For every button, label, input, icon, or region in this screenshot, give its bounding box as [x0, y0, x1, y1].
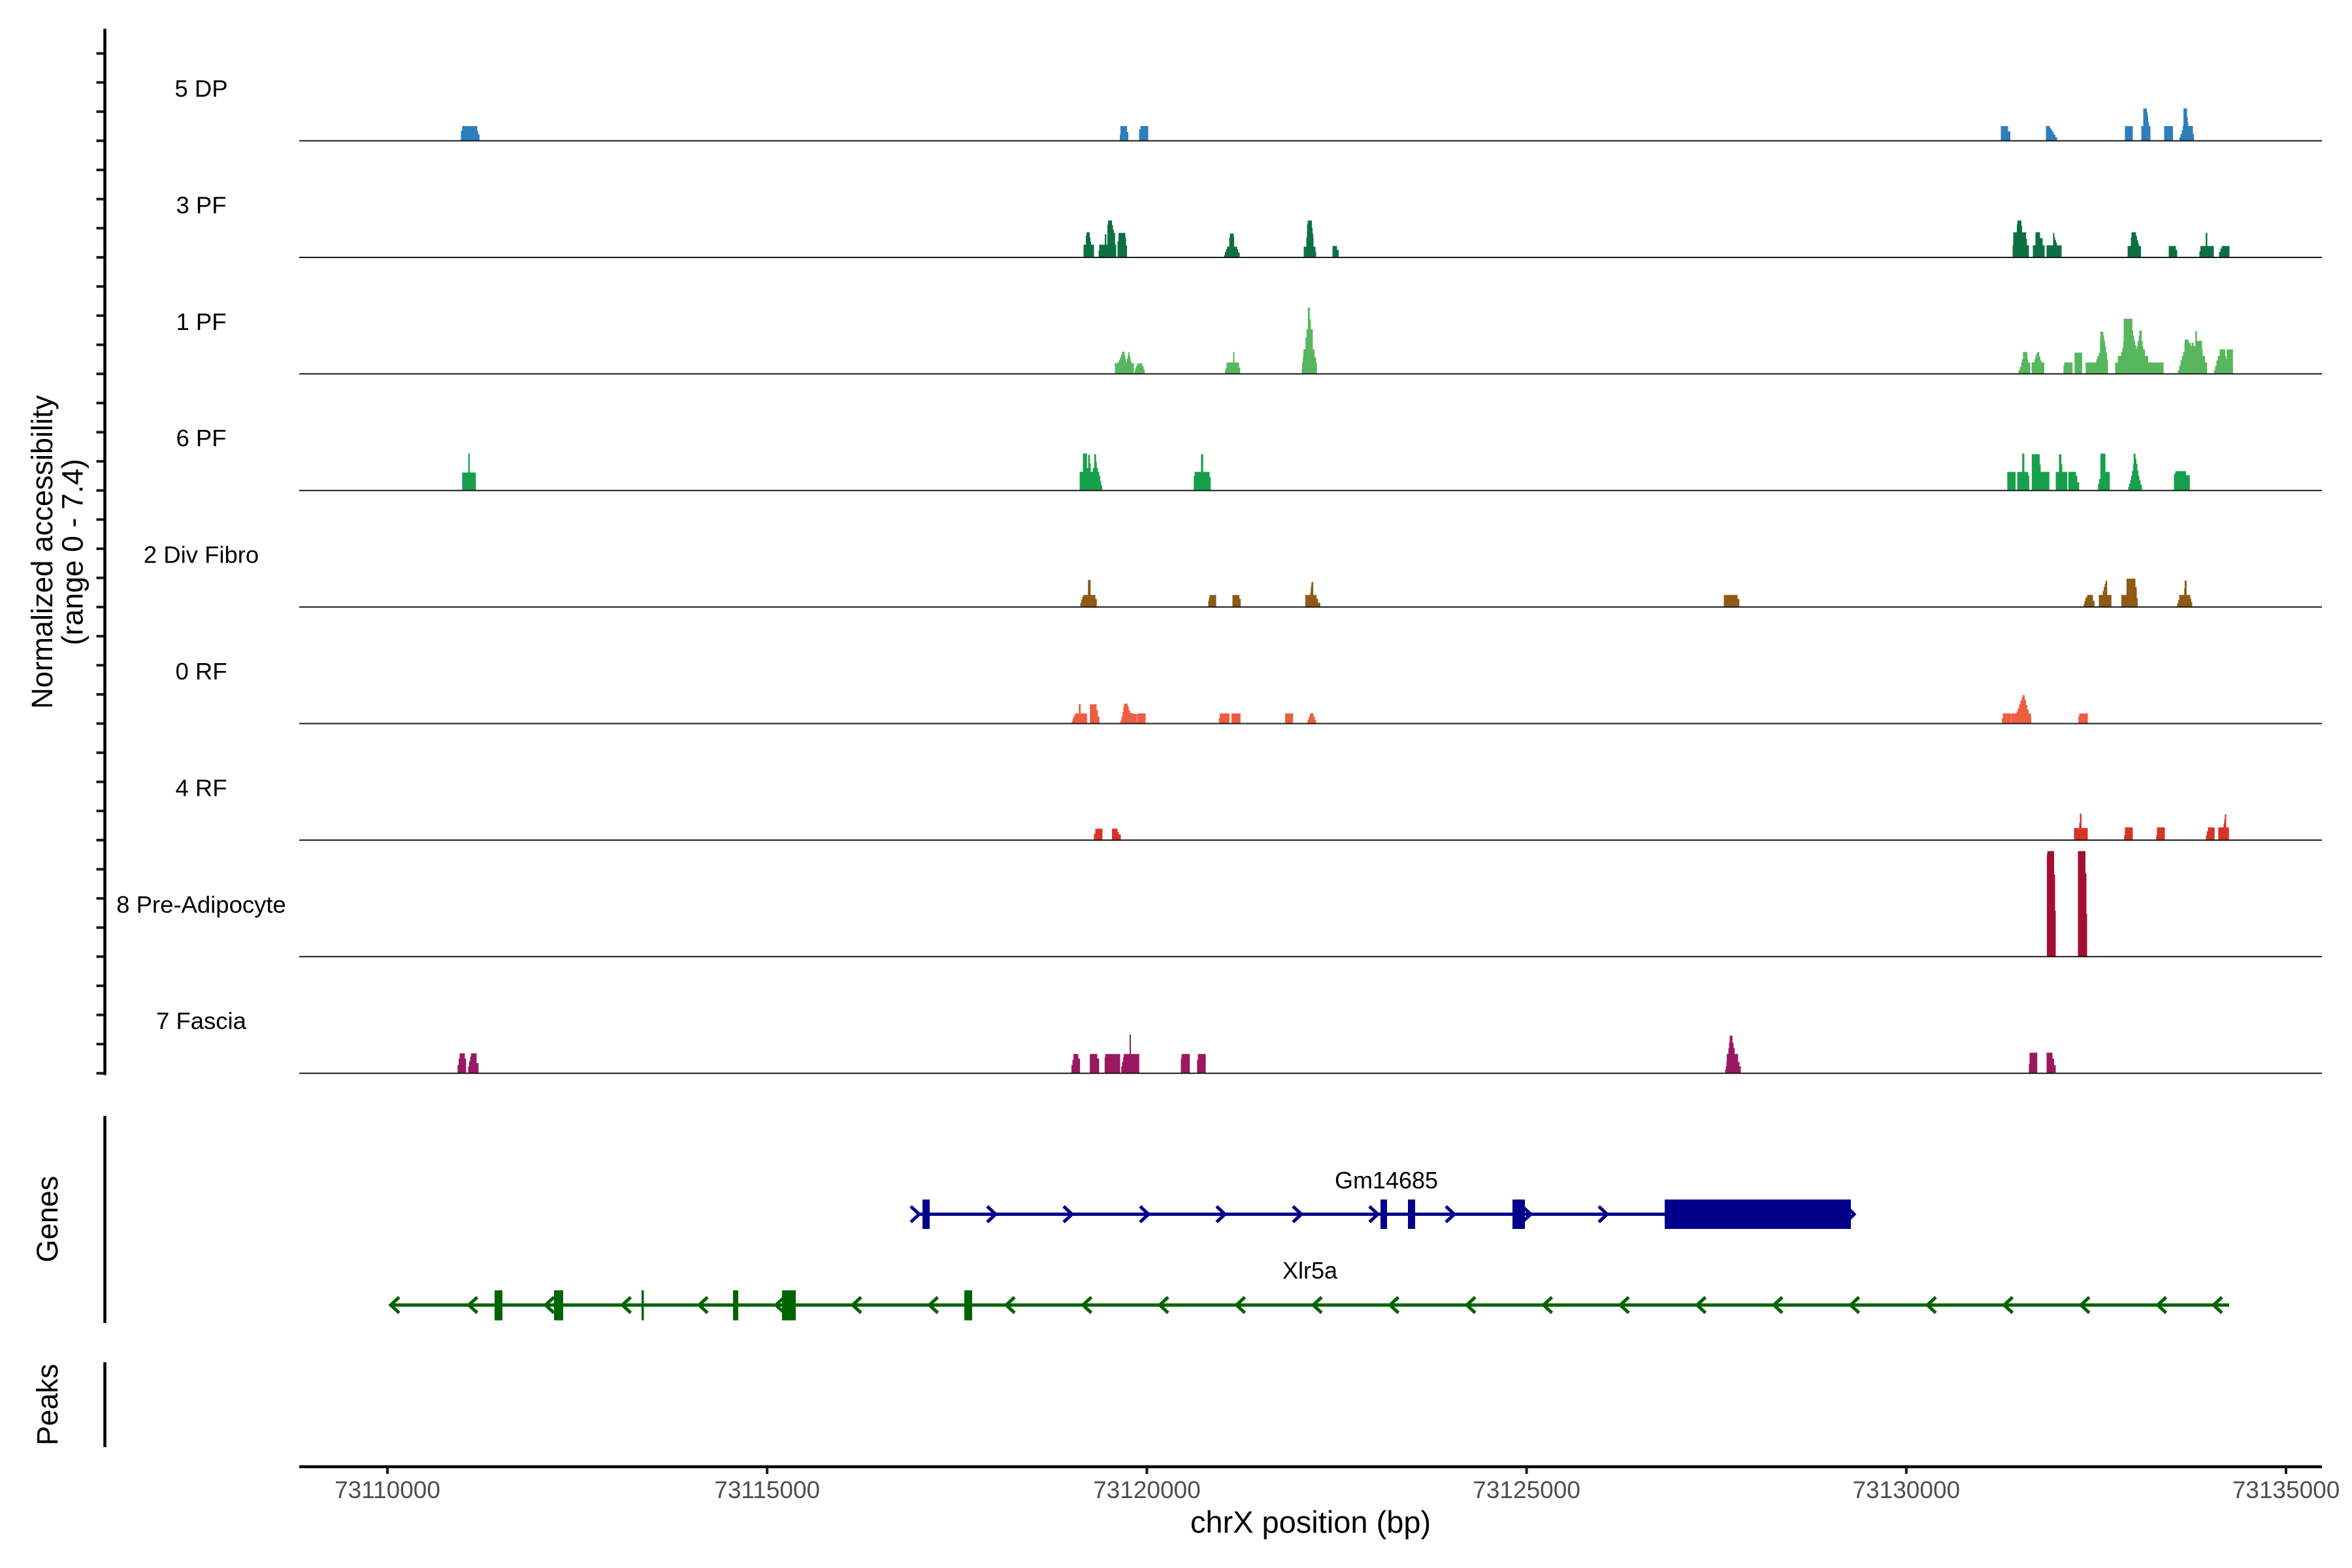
svg-text:73110000: 73110000: [335, 1477, 440, 1503]
svg-text:1 PF: 1 PF: [176, 308, 226, 335]
svg-text:chrX position (bp): chrX position (bp): [1190, 1505, 1431, 1539]
svg-text:73125000: 73125000: [1473, 1477, 1580, 1503]
svg-text:7 Fascia: 7 Fascia: [156, 1007, 247, 1034]
svg-text:73135000: 73135000: [2232, 1477, 2340, 1503]
svg-text:Normalized accessibility: Normalized accessibility: [25, 395, 59, 709]
svg-text:5 DP: 5 DP: [174, 75, 227, 102]
svg-text:3 PF: 3 PF: [176, 192, 226, 219]
svg-text:73120000: 73120000: [1093, 1477, 1201, 1503]
svg-text:8 Pre-Adipocyte: 8 Pre-Adipocyte: [116, 891, 286, 918]
svg-text:Gm14685: Gm14685: [1335, 1167, 1438, 1194]
svg-text:Genes: Genes: [31, 1176, 64, 1263]
svg-text:73130000: 73130000: [1852, 1477, 1960, 1503]
svg-text:4 RF: 4 RF: [175, 774, 227, 801]
svg-text:2 Div Fibro: 2 Div Fibro: [144, 542, 259, 568]
svg-text:73115000: 73115000: [714, 1477, 820, 1503]
svg-text:0 RF: 0 RF: [175, 658, 227, 685]
svg-text:Peaks: Peaks: [31, 1364, 64, 1445]
svg-text:(range 0 - 7.4): (range 0 - 7.4): [56, 459, 90, 645]
svg-text:Xlr5a: Xlr5a: [1282, 1257, 1338, 1284]
svg-text:6 PF: 6 PF: [176, 425, 226, 451]
